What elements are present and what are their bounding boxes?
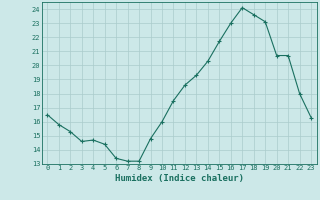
X-axis label: Humidex (Indice chaleur): Humidex (Indice chaleur) bbox=[115, 174, 244, 183]
